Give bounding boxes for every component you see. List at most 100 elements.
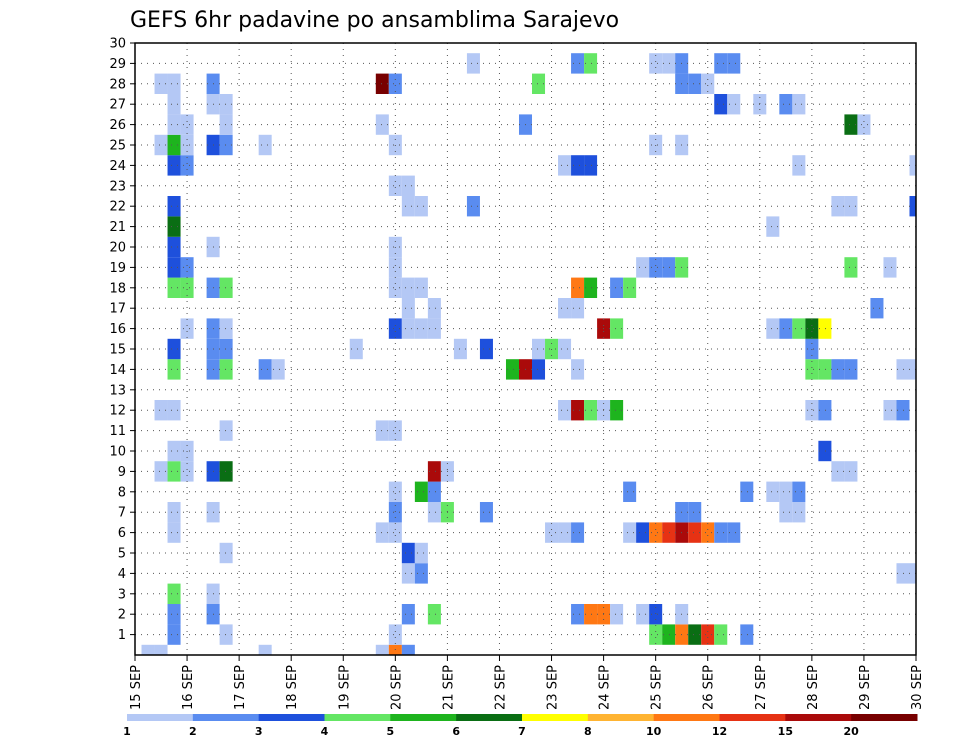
heatmap-cell — [649, 257, 663, 278]
heatmap-cell — [844, 257, 858, 278]
heatmap-cell — [662, 522, 676, 543]
y-tick-label: 8 — [118, 485, 126, 500]
x-tick-label: 26 SEP — [702, 665, 717, 710]
heatmap-cell — [792, 155, 806, 176]
heatmap-cell — [401, 175, 415, 196]
heatmap-cell — [388, 502, 402, 523]
heatmap-cell — [167, 440, 181, 462]
heatmap-cell — [818, 400, 832, 421]
heatmap-cell — [180, 257, 194, 278]
colorbar-swatch — [785, 714, 852, 721]
heatmap-cell — [167, 94, 181, 115]
y-tick-label: 2 — [118, 608, 126, 623]
heatmap-cell — [401, 277, 415, 298]
heatmap-cell — [401, 644, 415, 655]
heatmap-cell — [388, 481, 402, 502]
heatmap-cell — [479, 502, 493, 523]
heatmap-cell — [258, 134, 272, 156]
heatmap-cell — [714, 53, 728, 74]
heatmap-cell — [414, 196, 428, 217]
colorbar-swatch — [127, 714, 194, 721]
heatmap-cell — [505, 359, 519, 380]
y-tick-label: 19 — [109, 261, 126, 276]
heatmap-cell — [388, 277, 402, 298]
heatmap-cell — [896, 359, 910, 380]
heatmap-cell — [571, 604, 585, 625]
heatmap-cell — [154, 134, 168, 156]
x-tick-label: 19 SEP — [337, 665, 352, 710]
heatmap-cell — [662, 53, 676, 74]
heatmap-cell — [623, 277, 637, 298]
heatmap-cell — [154, 644, 168, 655]
heatmap-cell — [610, 318, 624, 339]
y-tick-label: 23 — [109, 179, 126, 194]
heatmap-cell — [649, 522, 663, 543]
heatmap-cell — [258, 644, 272, 655]
heatmap-cell — [571, 155, 585, 176]
heatmap-cell — [909, 359, 916, 380]
heatmap-cell — [375, 522, 389, 543]
x-tick-label: 21 SEP — [441, 665, 456, 710]
colorbar-label: 20 — [844, 725, 860, 738]
heatmap-cell — [219, 420, 233, 441]
heatmap-cell — [375, 114, 389, 135]
heatmap-cell — [167, 522, 181, 543]
colorbar-label: 10 — [646, 725, 662, 738]
heatmap-cell — [766, 216, 780, 237]
heatmap-cell — [805, 318, 819, 339]
heatmap-cell — [701, 522, 715, 543]
heatmap-cell — [870, 298, 884, 319]
heatmap-cell — [779, 318, 793, 339]
heatmap-cell — [349, 338, 363, 360]
heatmap-cell — [167, 134, 181, 156]
heatmap-cell — [167, 604, 181, 625]
y-tick-label: 15 — [109, 343, 126, 358]
heatmap-cell — [805, 359, 819, 380]
heatmap-cell — [219, 277, 233, 298]
heatmap-cell — [558, 400, 572, 421]
heatmap-cell — [388, 257, 402, 278]
colorbar-swatch — [653, 714, 720, 721]
heatmap-cell — [584, 604, 598, 625]
heatmap-cell — [258, 359, 272, 380]
x-tick-label: 23 SEP — [546, 665, 561, 710]
x-tick-label: 18 SEP — [285, 665, 300, 710]
heatmap-cell — [610, 277, 624, 298]
y-tick-label: 3 — [118, 587, 126, 602]
heatmap-cell — [714, 94, 728, 115]
colorbar-swatch — [258, 714, 325, 721]
heatmap-cell — [219, 134, 233, 156]
heatmap-cell — [805, 400, 819, 421]
heatmap-cell — [167, 624, 181, 645]
heatmap-cell — [714, 522, 728, 543]
heatmap-cell — [401, 604, 415, 625]
heatmap-cell — [388, 624, 402, 645]
heatmap-cell — [427, 502, 441, 523]
heatmap-cell — [792, 481, 806, 502]
colorbar: 1 2 3 4 5 6 7 8 10 12 15 20 — [123, 714, 918, 738]
heatmap-cell — [779, 481, 793, 502]
y-tick-label: 13 — [109, 383, 126, 398]
heatmap-cell — [779, 94, 793, 115]
y-tick-label: 7 — [118, 506, 126, 521]
x-tick-label: 20 SEP — [389, 665, 404, 710]
heatmap-cell — [636, 522, 650, 543]
heatmap-cell — [571, 53, 585, 74]
colorbar-label: 12 — [712, 725, 727, 738]
heatmap-cell — [571, 298, 585, 319]
heatmap-cell — [453, 338, 467, 360]
heatmap-cell — [688, 522, 702, 543]
x-tick-label: 29 SEP — [858, 665, 873, 710]
heatmap-cell — [584, 155, 598, 176]
heatmap-cell — [909, 563, 916, 584]
heatmap-cell — [167, 502, 181, 523]
heatmap-cell — [584, 277, 598, 298]
colorbar-swatch — [719, 714, 786, 721]
x-tick-label: 30 SEP — [910, 665, 925, 710]
heatmap-cell — [167, 73, 181, 94]
x-tick-label: 22 SEP — [493, 665, 508, 710]
heatmap-cell — [636, 257, 650, 278]
heatmap-cell — [219, 542, 233, 564]
colorbar-swatch — [192, 714, 260, 721]
heatmap-cell — [167, 236, 181, 258]
